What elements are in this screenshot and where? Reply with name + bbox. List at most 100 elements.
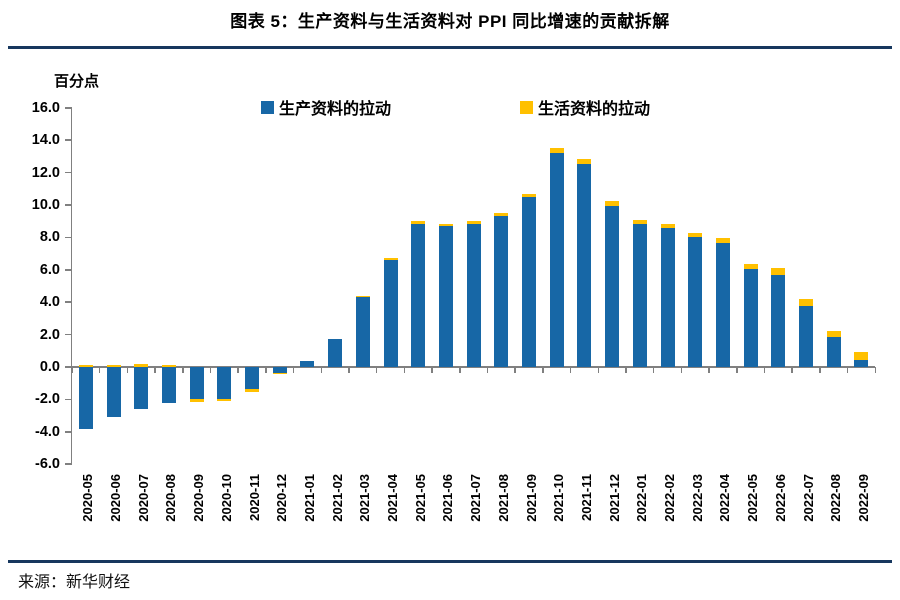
y-axis-tick [64, 107, 71, 109]
y-axis-tick-label: -2.0 [35, 391, 60, 408]
y-axis-tick-label: 2.0 [39, 326, 60, 343]
y-axis-tick-label: 4.0 [39, 294, 60, 311]
y-axis-tick [64, 333, 71, 336]
bar-livelihood-segment [78, 365, 93, 367]
x-axis-tick [542, 367, 544, 373]
bar-production-segment [161, 367, 176, 403]
y-axis-tick [64, 431, 71, 433]
x-axis-tick [791, 367, 793, 373]
bar-production-segment [771, 275, 786, 367]
x-axis-tick [819, 367, 821, 373]
y-axis-tick-label: 6.0 [39, 261, 60, 278]
bar-livelihood-segment [854, 352, 869, 360]
x-axis-category-label: 2022-08 [828, 474, 844, 522]
x-axis-category-label: 2021-11 [578, 474, 594, 521]
bar-production-segment [272, 367, 287, 373]
bar-livelihood-segment [577, 158, 592, 164]
bar-livelihood-segment [217, 398, 232, 401]
x-axis-category-label: 2020-05 [80, 474, 96, 522]
x-axis-tick [403, 367, 406, 373]
x-axis-tick [237, 367, 239, 373]
bar-livelihood-segment [272, 372, 287, 375]
y-axis-tick [64, 236, 71, 239]
y-axis-tick-label: 12.0 [31, 164, 60, 181]
bar-livelihood-segment [106, 364, 121, 367]
bar-production-segment [605, 205, 620, 367]
x-axis-tick [182, 367, 184, 373]
x-axis-tick [597, 367, 600, 373]
y-axis-tick [64, 139, 71, 141]
bar-livelihood-segment [245, 388, 260, 393]
x-axis-category-label: 2021-01 [301, 474, 317, 522]
bar-production-segment [549, 153, 564, 367]
bar-livelihood-segment [605, 200, 620, 206]
x-axis-tick [459, 367, 461, 373]
bar-production-segment [78, 367, 93, 429]
y-axis-tick [64, 171, 71, 174]
x-axis-category-label: 2021-03 [357, 474, 373, 522]
bar-livelihood-segment [826, 330, 841, 338]
bar-production-segment [300, 360, 315, 367]
x-axis-category-label: 2021-04 [385, 474, 401, 522]
bar-production-segment [355, 296, 370, 367]
y-axis-tick [64, 301, 71, 303]
x-axis-category-label: 2020-10 [218, 474, 234, 522]
x-axis-category-label: 2021-12 [606, 474, 622, 522]
x-axis-category-label: 2021-10 [551, 474, 567, 522]
x-axis-category-label: 2022-07 [800, 474, 816, 522]
bar-livelihood-segment [549, 148, 564, 154]
bar-livelihood-segment [660, 224, 675, 229]
bar-livelihood-segment [494, 213, 509, 216]
x-axis-category-label: 2020-07 [135, 474, 151, 522]
x-axis-category-label: 2022-01 [634, 474, 650, 522]
x-axis-category-label: 2020-08 [163, 474, 179, 522]
x-axis-tick [348, 367, 350, 373]
y-axis-tick-label: 8.0 [39, 229, 60, 246]
bar-production-segment [826, 337, 841, 367]
bar-livelihood-segment [715, 238, 730, 244]
bar-livelihood-segment [743, 264, 758, 269]
legend-label-production: 生产资料的拉动 [279, 101, 392, 118]
bar-livelihood-segment [466, 221, 481, 224]
y-axis-tick-label: -6.0 [35, 456, 60, 473]
x-axis-category-label: 2021-05 [412, 474, 428, 522]
x-axis-category-label: 2020-11 [246, 474, 262, 521]
bar-livelihood-segment [134, 363, 149, 367]
x-axis-tick [625, 367, 627, 373]
x-axis-tick [98, 367, 101, 373]
x-axis-category-label: 2021-06 [440, 474, 456, 522]
x-axis-tick [486, 367, 489, 373]
bar-production-segment [494, 215, 509, 367]
x-axis-tick [431, 367, 433, 373]
y-axis-tick-label: 14.0 [31, 132, 60, 149]
bar-livelihood-segment [771, 268, 786, 276]
x-axis-category-label: 2022-02 [662, 474, 678, 522]
bar-production-segment [854, 359, 869, 367]
bar-livelihood-segment [438, 224, 453, 227]
y-axis-tick [64, 463, 71, 465]
y-axis-tick [64, 398, 71, 401]
y-axis-tick [64, 204, 71, 206]
x-axis-category-label: 2020-06 [108, 474, 124, 522]
y-axis-tick-label: -4.0 [35, 423, 60, 440]
x-axis-tick [569, 367, 572, 373]
x-axis-category-label: 2022-09 [855, 474, 871, 522]
chart-title: 图表 5：生产资料与生活资料对 PPI 同比增速的贡献拆解 [230, 12, 670, 31]
x-axis-tick [652, 367, 655, 373]
bar-production-segment [106, 367, 121, 418]
y-axis-tick-label: 10.0 [31, 197, 60, 213]
x-axis-category-label: 2021-08 [495, 474, 511, 522]
bar-production-segment [466, 223, 481, 367]
footer-divider-rule [8, 560, 892, 563]
y-axis-unit-label: 百分点 [54, 73, 100, 90]
legend-item-production: 生产资料的拉动 [261, 95, 391, 119]
y-axis-tick-label: 16.0 [31, 99, 60, 116]
bar-production-segment [328, 339, 343, 367]
bar-production-segment [217, 367, 232, 399]
bar-livelihood-segment [632, 220, 647, 225]
bar-production-segment [189, 367, 204, 400]
bar-production-segment [134, 367, 149, 410]
bar-production-segment [660, 228, 675, 367]
livelihood-legend-swatch-icon [520, 100, 533, 114]
bar-livelihood-segment [411, 221, 426, 224]
